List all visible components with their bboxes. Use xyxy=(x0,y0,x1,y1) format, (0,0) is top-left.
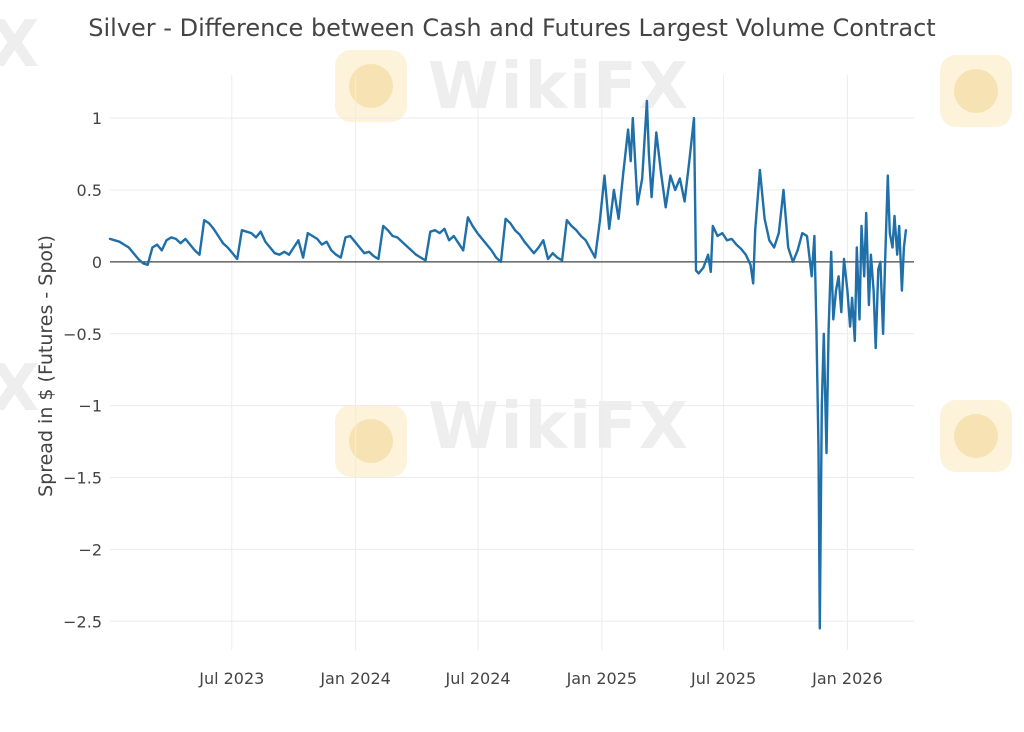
y-tick-label: 1 xyxy=(92,109,102,128)
watermark-logo: X xyxy=(0,352,41,426)
y-tick-label: 0 xyxy=(92,253,102,272)
y-tick-label: −2 xyxy=(78,540,102,559)
watermark-logo xyxy=(940,55,1012,127)
svg-text:X: X xyxy=(0,8,41,82)
y-axis-title: Spread in $ (Futures - Spot) xyxy=(35,235,57,497)
svg-text:WikiFX: WikiFX xyxy=(428,390,690,464)
series-line xyxy=(108,99,908,630)
x-tick-label: Jul 2024 xyxy=(444,669,510,688)
y-tick-labels: 1 0.5 0 −0.5 −1 −1.5 −2 −2.5 xyxy=(63,109,102,631)
svg-text:WikiFX: WikiFX xyxy=(428,50,690,124)
svg-text:X: X xyxy=(0,352,41,426)
x-tick-label: Jan 2024 xyxy=(319,669,390,688)
chart-title: Silver - Difference between Cash and Fut… xyxy=(88,14,935,42)
y-tick-label: −0.5 xyxy=(63,325,102,344)
x-tick-labels: Jul 2023 Jan 2024 Jul 2024 Jan 2025 Jul 2025… xyxy=(198,669,882,688)
y-gridlines xyxy=(110,117,914,622)
y-tick-label: −2.5 xyxy=(63,612,102,631)
watermark-logo: WikiFX xyxy=(335,50,690,124)
x-tick-label: Jan 2025 xyxy=(566,669,637,688)
x-tick-label: Jul 2025 xyxy=(690,669,756,688)
watermark-group: WikiFX WikiFX X X xyxy=(0,8,1012,477)
watermark-logo: X xyxy=(0,8,41,82)
x-gridlines xyxy=(231,75,848,650)
watermark-logo: WikiFX xyxy=(335,390,690,477)
y-tick-label: −1 xyxy=(78,397,102,416)
x-tick-label: Jul 2023 xyxy=(198,669,264,688)
y-tick-label: 0.5 xyxy=(77,181,102,200)
y-tick-label: −1.5 xyxy=(63,469,102,488)
x-tick-label: Jan 2026 xyxy=(811,669,882,688)
watermark-logo xyxy=(940,400,1012,472)
series-layer xyxy=(108,99,908,630)
